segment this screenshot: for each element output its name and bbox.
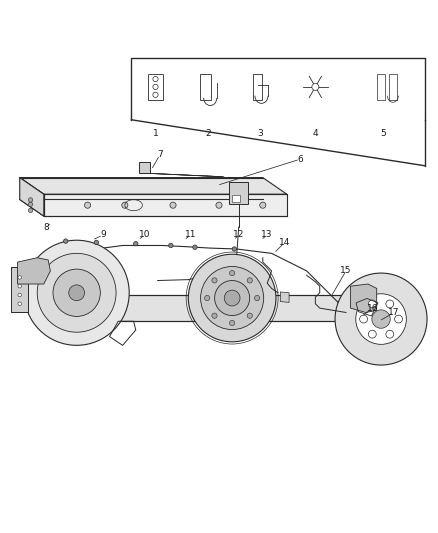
Circle shape bbox=[360, 315, 367, 323]
Bar bbox=[11, 266, 28, 312]
Circle shape bbox=[216, 202, 222, 208]
Bar bbox=[377, 74, 385, 100]
Circle shape bbox=[230, 270, 235, 276]
Circle shape bbox=[18, 285, 21, 288]
Circle shape bbox=[260, 202, 266, 208]
Circle shape bbox=[69, 285, 85, 301]
Circle shape bbox=[201, 266, 264, 329]
Circle shape bbox=[122, 202, 128, 208]
Circle shape bbox=[254, 295, 260, 301]
Circle shape bbox=[134, 241, 138, 246]
Circle shape bbox=[215, 280, 250, 316]
Circle shape bbox=[224, 290, 240, 306]
Circle shape bbox=[18, 276, 21, 279]
Polygon shape bbox=[20, 177, 44, 216]
Bar bbox=[229, 182, 248, 204]
Circle shape bbox=[212, 278, 217, 283]
Circle shape bbox=[64, 239, 68, 243]
Circle shape bbox=[230, 320, 235, 326]
Circle shape bbox=[193, 245, 197, 249]
Circle shape bbox=[356, 294, 406, 344]
Circle shape bbox=[395, 315, 403, 323]
Circle shape bbox=[368, 330, 376, 338]
Text: 10: 10 bbox=[139, 230, 150, 239]
Bar bbox=[232, 195, 240, 201]
Polygon shape bbox=[18, 258, 50, 284]
Text: 9: 9 bbox=[100, 230, 106, 239]
Circle shape bbox=[247, 278, 252, 283]
Circle shape bbox=[212, 313, 217, 318]
Circle shape bbox=[386, 300, 394, 308]
Circle shape bbox=[372, 310, 390, 328]
Text: 15: 15 bbox=[340, 266, 352, 276]
Text: 2: 2 bbox=[205, 128, 211, 138]
Circle shape bbox=[53, 269, 100, 317]
Text: 14: 14 bbox=[279, 238, 290, 247]
Text: 3: 3 bbox=[258, 128, 264, 138]
Text: 1: 1 bbox=[152, 128, 159, 138]
Circle shape bbox=[335, 273, 427, 365]
Circle shape bbox=[247, 313, 252, 318]
Circle shape bbox=[28, 208, 33, 213]
Polygon shape bbox=[280, 292, 289, 302]
Text: 5: 5 bbox=[380, 128, 386, 138]
Circle shape bbox=[312, 84, 319, 91]
Circle shape bbox=[169, 243, 173, 248]
Circle shape bbox=[232, 247, 237, 251]
Text: 17: 17 bbox=[389, 308, 400, 317]
Circle shape bbox=[85, 202, 91, 208]
Circle shape bbox=[28, 202, 33, 206]
Bar bbox=[200, 74, 211, 100]
Text: 7: 7 bbox=[157, 150, 163, 159]
Polygon shape bbox=[20, 177, 287, 194]
Bar bbox=[139, 162, 150, 173]
Circle shape bbox=[18, 302, 21, 305]
Circle shape bbox=[170, 202, 176, 208]
Circle shape bbox=[28, 198, 33, 202]
Circle shape bbox=[18, 293, 21, 297]
Text: 4: 4 bbox=[313, 128, 318, 138]
Circle shape bbox=[386, 330, 394, 338]
Polygon shape bbox=[44, 194, 287, 216]
Circle shape bbox=[205, 295, 210, 301]
Text: 16: 16 bbox=[367, 304, 378, 313]
Text: 11: 11 bbox=[185, 230, 196, 239]
Polygon shape bbox=[57, 279, 68, 305]
Circle shape bbox=[24, 240, 129, 345]
Polygon shape bbox=[350, 284, 377, 312]
Circle shape bbox=[94, 240, 99, 245]
Bar bbox=[148, 74, 163, 100]
Circle shape bbox=[368, 300, 376, 308]
Bar bbox=[389, 74, 397, 100]
Bar bbox=[253, 74, 262, 100]
Text: 13: 13 bbox=[261, 230, 273, 239]
Bar bbox=[64, 295, 350, 321]
Text: 6: 6 bbox=[297, 155, 303, 164]
Circle shape bbox=[188, 254, 276, 342]
Circle shape bbox=[37, 253, 116, 332]
Text: 12: 12 bbox=[233, 230, 244, 239]
Text: 8: 8 bbox=[43, 223, 49, 231]
